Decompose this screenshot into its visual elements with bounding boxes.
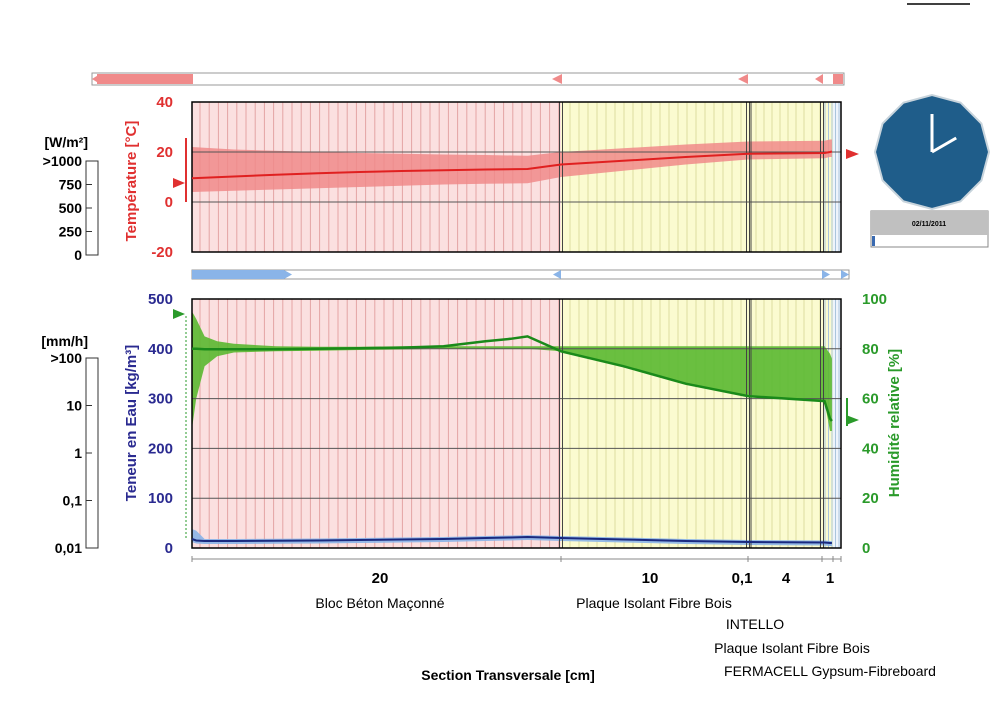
date-label: 02/11/2011 (912, 221, 946, 228)
heat-flux-scale-tick-label: 250 (59, 224, 83, 240)
heat-flux-scale-tick-label: 750 (59, 177, 83, 193)
layer-name-label: Plaque Isolant Fibre Bois (714, 640, 870, 656)
x-tick-label: 0,1 (732, 570, 753, 587)
water-content-tick-label: 500 (148, 291, 173, 308)
layer-name-label: FERMACELL Gypsum-Fibreboard (724, 663, 936, 679)
temperature-band (192, 139, 832, 192)
temperature-tick-label: -20 (151, 244, 173, 261)
moisture-layer-fill (748, 299, 822, 548)
water-content-tick-label: 0 (165, 540, 173, 557)
layer-name-label: Plaque Isolant Fibre Bois (576, 595, 732, 611)
relative-humidity-axis-label: Humidité relative [%] (886, 349, 903, 497)
relative-humidity-tick-label: 20 (862, 490, 879, 507)
temperature-tick-label: 0 (165, 194, 173, 211)
rain-scale-tick-label: >100 (50, 350, 82, 366)
relative-humidity-tick-label: 60 (862, 391, 879, 408)
temperature-frame (191, 101, 842, 253)
water-content-line (191, 535, 832, 544)
temperature-tick-label: 20 (156, 144, 173, 161)
temperature-layer-fill (748, 102, 822, 252)
heat-flux-scale-tick-label: 500 (59, 200, 83, 216)
x-axis: 20 10 0,1 4 1 Bloc Béton Maçonné Plaque Isolan… (191, 556, 936, 679)
water-content-tick-label: 100 (148, 490, 173, 507)
temperature-tick-label: 40 (156, 94, 173, 111)
rain-scale-tick-label: 0,1 (63, 493, 83, 509)
heat-flux-scale-tick-label: >1000 (43, 153, 83, 169)
indoor-temperature-marker (846, 149, 859, 159)
rain-scale: [mm/h] >100 10 1 0,1 0,01 (41, 333, 99, 556)
rain-scale-label: [mm/h] (41, 333, 88, 349)
outdoor-temperature-marker (173, 178, 185, 188)
temperature-layer-fill (833, 102, 841, 252)
moisture-layer-bar (191, 269, 850, 280)
water-content-axis-label: Teneur en Eau [kg/m³] (123, 345, 140, 501)
layer-name-label: INTELLO (726, 616, 784, 632)
x-axis-label: Section Transversale [cm] (421, 667, 595, 683)
heat-flux-scale-label: [W/m²] (44, 134, 88, 150)
temperature-plot: 40 20 0 -20 (151, 94, 859, 261)
indoor-humidity-marker (846, 415, 859, 425)
x-tick-label: 4 (782, 570, 791, 587)
clock-widget: 02/11/2011 (870, 93, 991, 248)
relative-humidity-tick-label: 40 (862, 440, 879, 457)
moisture-frame (191, 298, 842, 549)
moisture-layer-fill (822, 299, 833, 548)
relative-humidity-tick-label: 0 (862, 540, 870, 557)
x-tick-label: 20 (372, 570, 389, 587)
rain-scale-tick-label: 0,01 (55, 540, 82, 556)
x-tick-label: 1 (826, 570, 834, 587)
relative-humidity-tick-label: 100 (862, 291, 887, 308)
moisture-layer-fill (192, 299, 561, 548)
clock-minute-hand (931, 136, 957, 154)
heat-flux-scale: [W/m²] >1000 750 500 250 0 (43, 134, 99, 263)
relative-humidity-line (192, 335, 833, 422)
relative-humidity-tick-label: 80 (862, 341, 879, 358)
relative-humidity-band (192, 311, 832, 431)
heat-flux-scale-tick-label: 0 (74, 247, 82, 263)
moisture-layer-fill (833, 299, 841, 548)
temperature-axis-label: Température [°C] (123, 121, 140, 242)
rain-scale-tick-label: 1 (74, 445, 82, 461)
temperature-layer-bar (91, 72, 845, 86)
rain-scale-tick-label: 10 (66, 398, 82, 414)
temperature-line (191, 150, 833, 180)
layer-name-label: Bloc Béton Maçonné (315, 595, 444, 611)
moisture-layer-fill (561, 299, 748, 548)
temperature-layer-fill (561, 102, 748, 252)
water-content-tick-label: 400 (148, 341, 173, 358)
water-content-tick-label: 300 (148, 391, 173, 408)
outdoor-humidity-marker (173, 309, 185, 319)
water-content-tick-label: 200 (148, 440, 173, 457)
x-tick-label: 10 (642, 570, 659, 587)
temperature-layer-fill (822, 102, 833, 252)
